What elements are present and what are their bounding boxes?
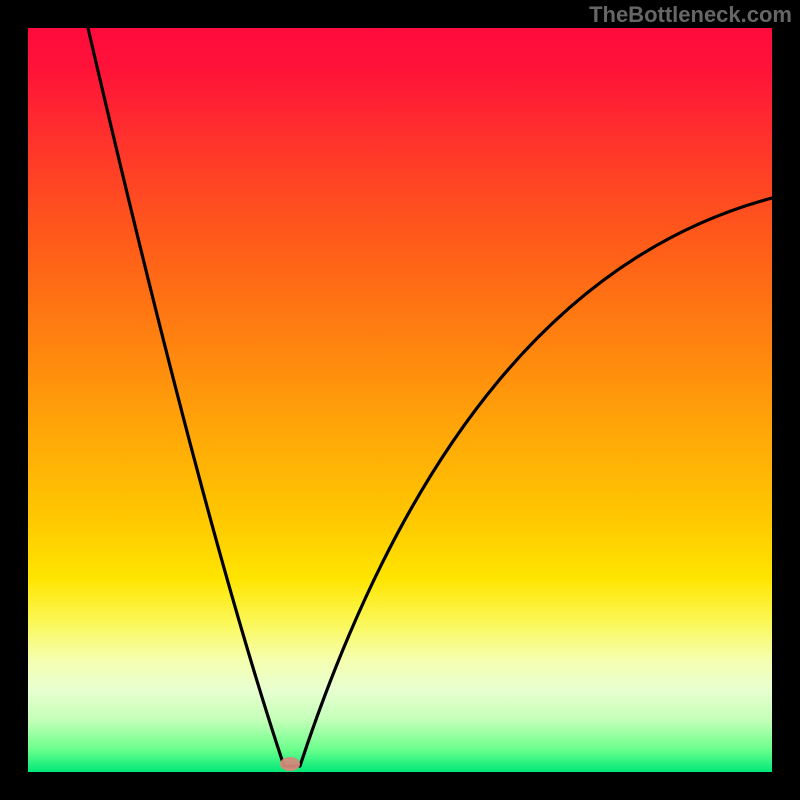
plot-area bbox=[28, 28, 772, 772]
chart-canvas: TheBottleneck.com bbox=[0, 0, 800, 800]
bottleneck-curve bbox=[28, 28, 772, 772]
watermark-text: TheBottleneck.com bbox=[589, 2, 792, 28]
optimal-marker bbox=[280, 757, 300, 771]
